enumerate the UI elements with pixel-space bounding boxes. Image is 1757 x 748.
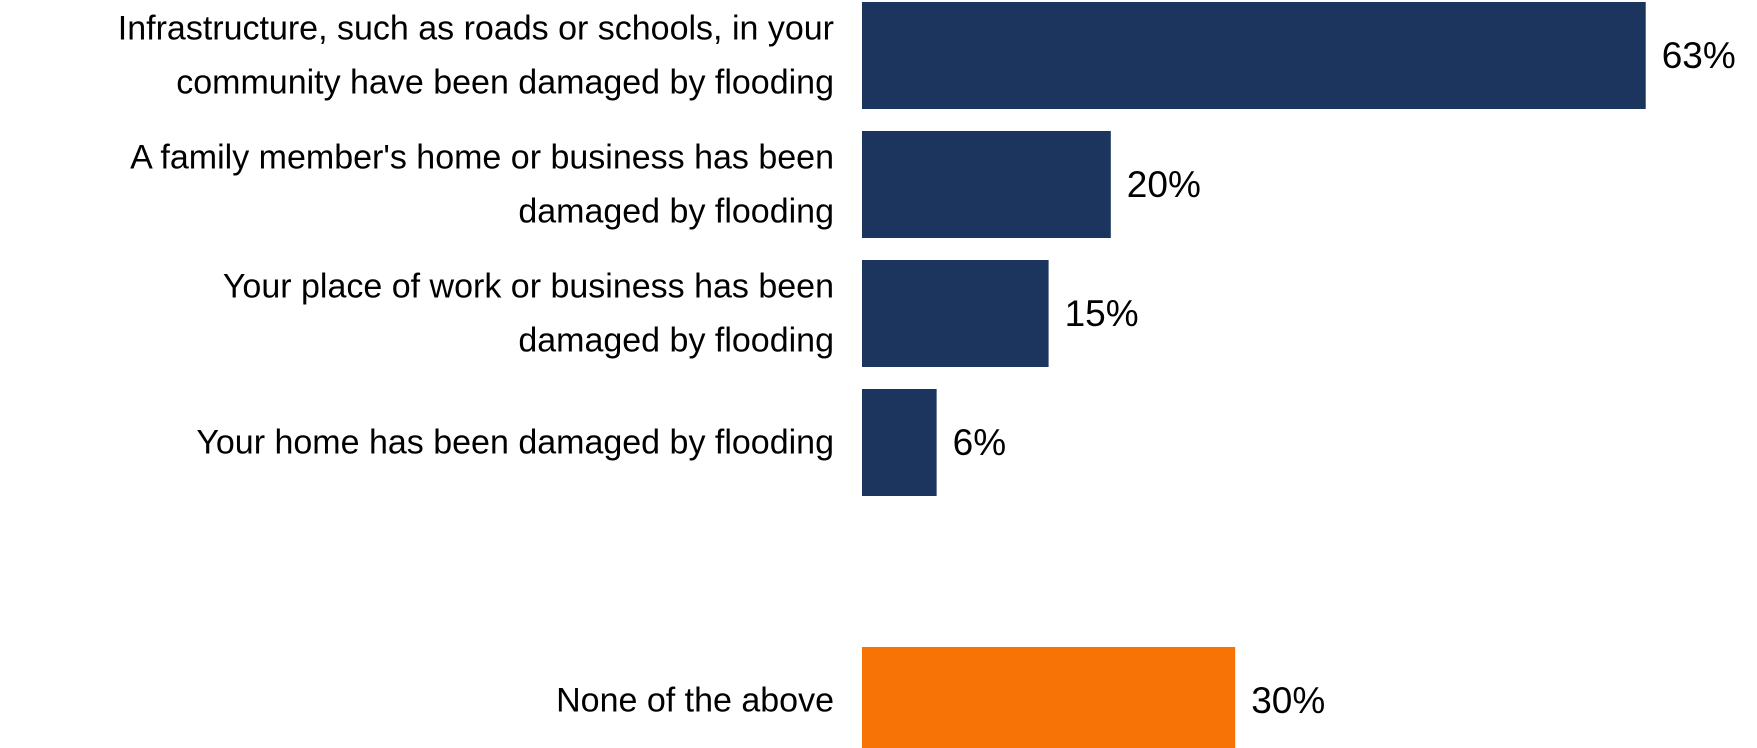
category-label-2: Your place of work or business has been d…	[223, 268, 834, 360]
category-label-4: None of the above	[556, 682, 834, 720]
value-label-1: 20%	[1127, 164, 1201, 205]
bar-group-1: A family member's home or business has b…	[130, 131, 1201, 238]
bar-1	[862, 131, 1111, 238]
bar-4	[862, 647, 1236, 748]
value-label-0: 63%	[1662, 35, 1736, 76]
value-label-4: 30%	[1251, 680, 1325, 721]
category-label-line: A family member's home or business has b…	[130, 139, 834, 177]
bar-3	[862, 389, 937, 496]
bar-group-0: Infrastructure, such as roads or schools…	[118, 2, 1736, 109]
bar-group-4: None of the above 30%	[556, 647, 1325, 748]
category-label-3: Your home has been damaged by flooding	[196, 424, 834, 462]
value-label-3: 6%	[953, 422, 1006, 463]
bar-2	[862, 260, 1049, 367]
category-label-0: Infrastructure, such as roads or schools…	[118, 10, 834, 102]
category-label-line: Your home has been damaged by flooding	[196, 424, 834, 462]
bar-group-3: Your home has been damaged by flooding 6%	[196, 389, 1006, 496]
category-label-line: Infrastructure, such as roads or schools…	[118, 10, 834, 48]
category-label-line: None of the above	[556, 682, 834, 720]
value-label-2: 15%	[1065, 293, 1139, 334]
category-label-line: community have been damaged by flooding	[176, 64, 834, 102]
bar-0	[862, 2, 1646, 109]
bar-group-2: Your place of work or business has been d…	[223, 260, 1139, 367]
category-label-1: A family member's home or business has b…	[130, 139, 834, 231]
category-label-line: damaged by flooding	[518, 322, 834, 360]
category-label-line: damaged by flooding	[518, 193, 834, 231]
category-label-line: Your place of work or business has been	[223, 268, 834, 306]
